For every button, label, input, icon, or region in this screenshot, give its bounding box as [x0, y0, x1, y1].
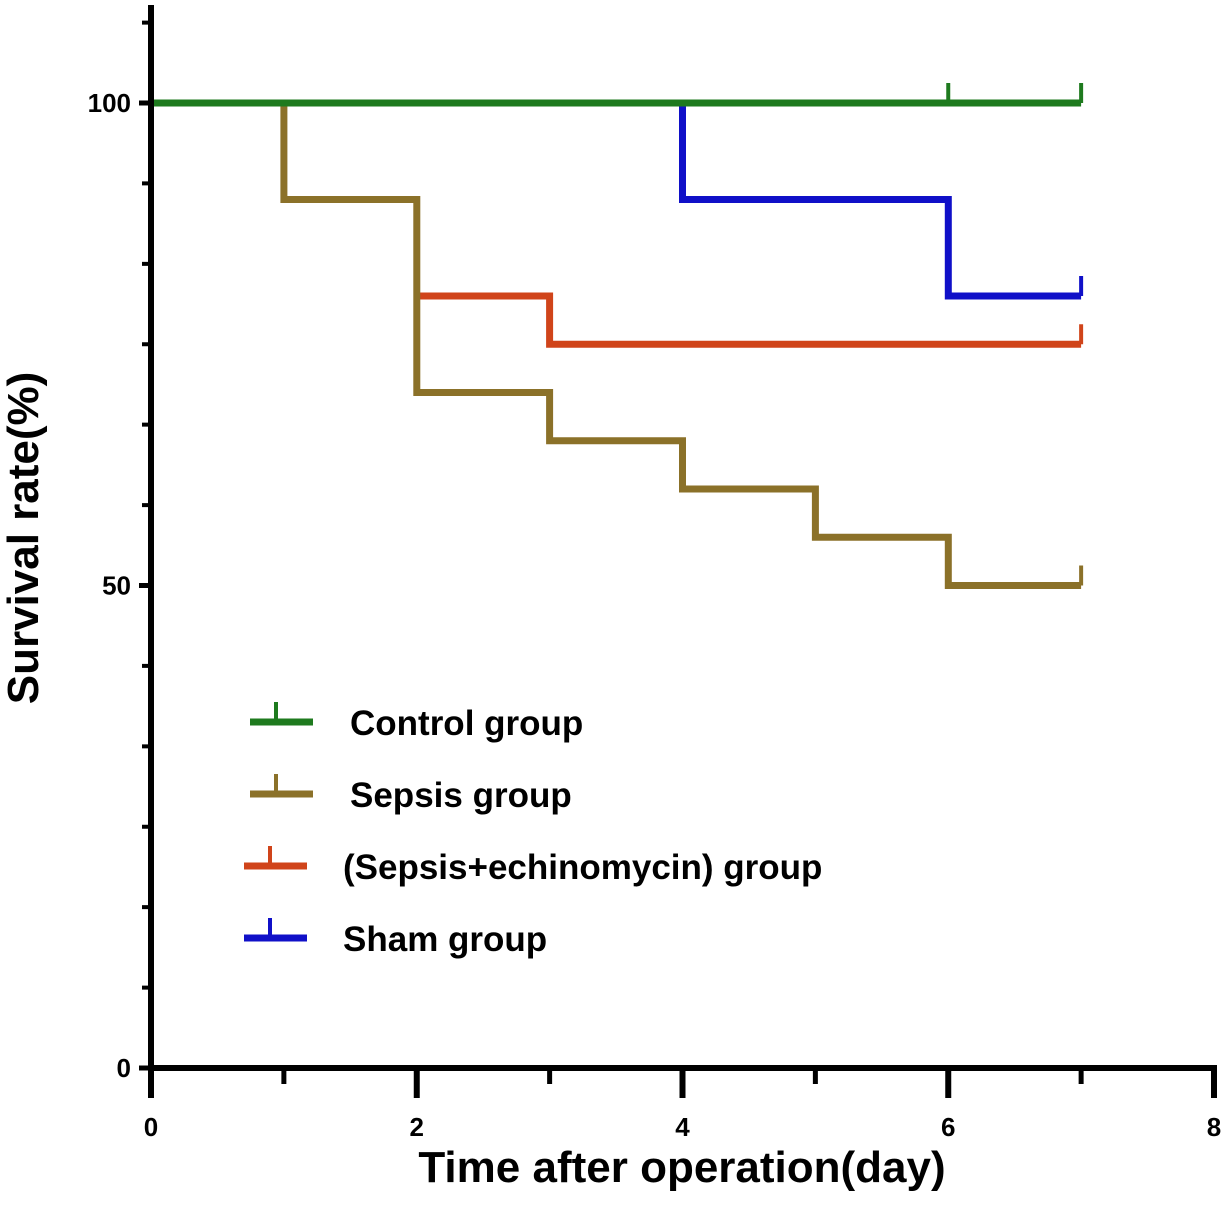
y-tick-label: 50	[102, 571, 131, 601]
legend: Control group Sepsis group (Sepsis+echinom…	[244, 702, 822, 959]
series-line-sham-group	[679, 103, 1082, 300]
tick-layer: 0 50 100 0 2 4 6 8	[88, 20, 1221, 1142]
y-tick-label: 0	[117, 1053, 131, 1083]
legend-item-sepsis-echinomycin-group: (Sepsis+echinomycin) group	[244, 846, 822, 887]
legend-label: (Sepsis+echinomycin) group	[343, 848, 822, 887]
y-tick-label: 100	[88, 88, 131, 118]
series-line-sepsis-group	[151, 99, 1082, 589]
x-tick-label: 0	[144, 1112, 158, 1142]
legend-item-control-group: Control group	[250, 702, 583, 743]
series-layer	[151, 83, 1084, 589]
x-tick-label: 6	[941, 1112, 955, 1142]
x-tick-label: 8	[1207, 1112, 1221, 1142]
x-tick-label: 2	[410, 1112, 424, 1142]
y-axis-title: Survival rate(%)	[0, 372, 48, 705]
series-line-sepsis-echinomycin-group	[416, 292, 1082, 348]
legend-label: Sham group	[343, 920, 547, 959]
legend-label: Control group	[350, 704, 583, 743]
x-tick-label: 4	[675, 1112, 690, 1142]
x-axis-title: Time after operation(day)	[418, 1143, 945, 1192]
legend-item-sepsis-group: Sepsis group	[250, 774, 572, 815]
legend-label: Sepsis group	[350, 776, 572, 815]
legend-item-sham-group: Sham group	[244, 918, 547, 959]
